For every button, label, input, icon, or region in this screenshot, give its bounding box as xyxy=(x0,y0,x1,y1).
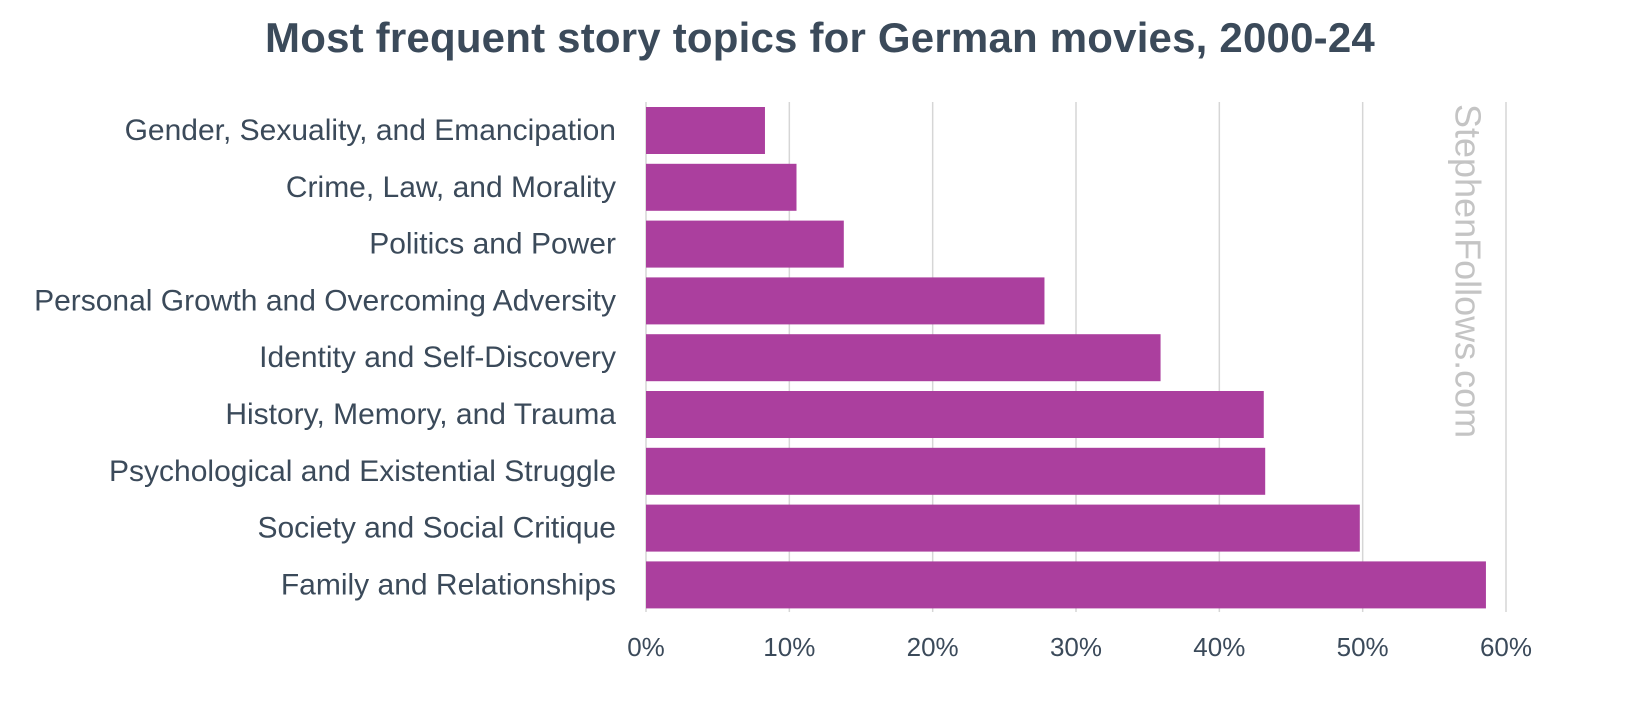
bar xyxy=(646,163,797,211)
category-label: Society and Social Critique xyxy=(257,512,616,545)
chart-title: Most frequent story topics for German mo… xyxy=(265,14,1375,61)
category-label: Personal Growth and Overcoming Adversity xyxy=(34,284,616,317)
bars xyxy=(646,107,1486,609)
x-tick-label: 10% xyxy=(763,632,815,662)
category-label: History, Memory, and Trauma xyxy=(225,398,616,431)
category-label: Psychological and Existential Struggle xyxy=(109,455,616,488)
x-tick-label: 0% xyxy=(627,632,665,662)
x-axis-ticks: 0% 10% 20% 30% 40% 50% 60% xyxy=(627,632,1532,662)
category-label: Gender, Sexuality, and Emancipation xyxy=(125,114,616,147)
x-tick-label: 20% xyxy=(907,632,959,662)
watermark-text: StephenFollows.com xyxy=(1448,104,1489,438)
category-label: Crime, Law, and Morality xyxy=(286,171,616,204)
bar xyxy=(646,447,1266,495)
bar xyxy=(646,334,1161,382)
bar xyxy=(646,220,844,268)
category-label: Politics and Power xyxy=(369,228,616,261)
x-tick-label: 40% xyxy=(1193,632,1245,662)
x-tick-label: 30% xyxy=(1050,632,1102,662)
bar xyxy=(646,107,765,154)
bar xyxy=(646,504,1360,552)
category-labels: Gender, Sexuality, and Emancipation Crime… xyxy=(34,114,616,601)
category-label: Identity and Self-Discovery xyxy=(259,341,616,374)
bar xyxy=(646,277,1045,325)
bar xyxy=(646,391,1264,438)
category-label: Family and Relationships xyxy=(281,568,616,601)
bar xyxy=(646,561,1486,609)
x-tick-label: 60% xyxy=(1480,632,1532,662)
x-tick-label: 50% xyxy=(1337,632,1389,662)
